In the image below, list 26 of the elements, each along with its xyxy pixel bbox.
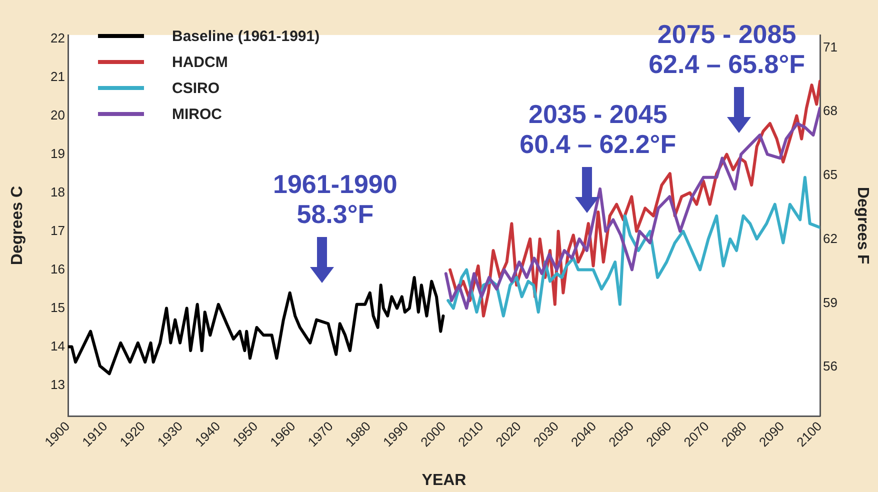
annotation: 2075 - 2085 62.4 – 65.8°F: [648, 18, 805, 79]
annotation: 1961-1990 58.3°F: [273, 169, 398, 230]
legend-label: CSIRO: [172, 80, 220, 96]
y-tick-label: 17: [50, 222, 65, 238]
annotation: 2035 - 2045 60.4 – 62.2°F: [520, 98, 676, 159]
y-tick-label: 22: [50, 30, 65, 46]
y-axis-title: Degrees C: [9, 185, 26, 266]
y-tick-label: 13: [50, 376, 65, 392]
legend-label: Baseline (1961-1991): [172, 28, 320, 44]
y-tick-label: 20: [50, 107, 65, 122]
y-tick-label: 14: [50, 338, 65, 354]
y2-tick-label: 56: [823, 358, 838, 374]
y-tick-label: 19: [50, 146, 65, 161]
x-axis-title: YEAR: [422, 472, 467, 489]
y-tick-label: 16: [50, 261, 65, 276]
y2-tick-label: 59: [823, 294, 838, 310]
y-tick-label: 15: [50, 300, 65, 315]
legend-label: HADCM: [172, 54, 228, 70]
y-tick-label: 18: [50, 184, 65, 200]
y2-tick-label: 62: [823, 230, 838, 246]
y2-tick-label: 65: [823, 167, 838, 182]
y2-tick-label: 68: [823, 103, 838, 118]
y2-tick-label: 71: [823, 39, 838, 54]
y2-axis-title: Degrees F: [854, 186, 871, 264]
legend-label: MIROC: [172, 106, 222, 122]
y-tick-label: 21: [50, 68, 65, 84]
